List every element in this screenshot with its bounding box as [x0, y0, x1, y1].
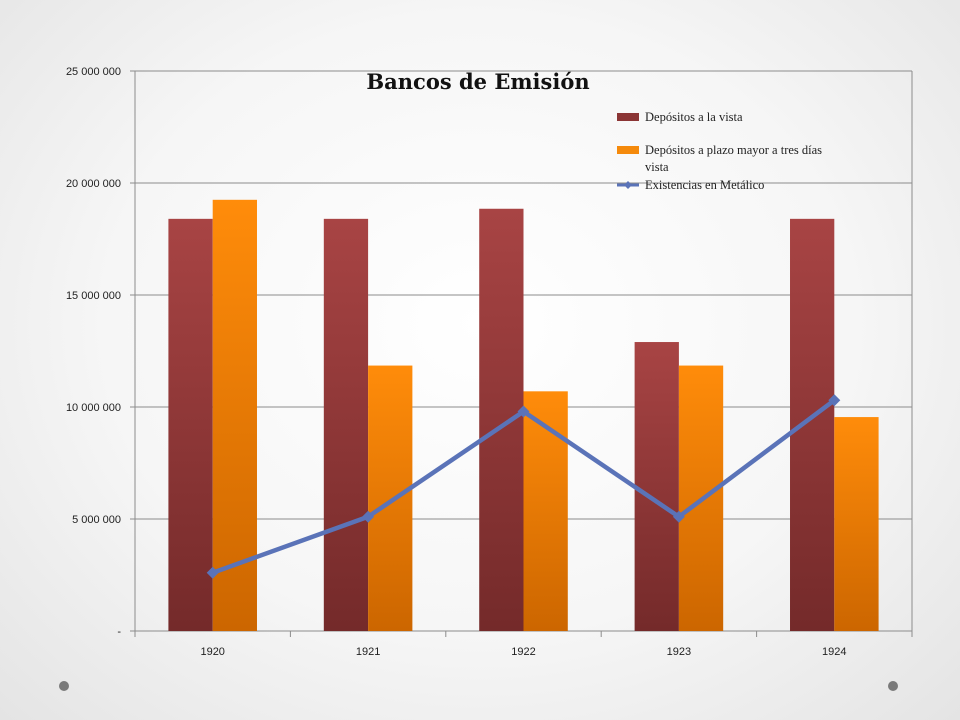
x-tick-label: 1924: [822, 646, 846, 658]
slide-nav-dot-right: [888, 681, 898, 691]
data-point: [206, 566, 219, 579]
legend-label: Depósitos a la vista: [645, 110, 743, 124]
data-point: [362, 510, 375, 523]
x-tick-label: 1923: [667, 646, 691, 658]
bars: [168, 199, 879, 632]
slide-nav-dot-left: [59, 681, 69, 691]
bar: [168, 218, 213, 631]
data-point: [517, 405, 530, 418]
bar: [790, 218, 835, 631]
legend-marker: [624, 181, 632, 189]
legend-swatch: [617, 146, 639, 154]
bar: [834, 417, 879, 631]
bar: [368, 365, 413, 631]
y-axis: - 5 000 000 10 000 000 15 000 000 20 000 000…: [66, 66, 913, 638]
bar: [323, 218, 369, 631]
y-tick-label: 5 000 000: [72, 514, 121, 526]
bar: [523, 391, 568, 631]
bar: [634, 342, 679, 631]
y-tick-label: 20 000 000: [66, 178, 121, 190]
x-axis: 1920 1921 1922 1923 1924: [134, 630, 913, 658]
x-tick-label: 1920: [200, 646, 224, 658]
x-tick-label: 1921: [356, 646, 380, 658]
y-tick-label: -: [117, 626, 121, 638]
data-point: [828, 394, 841, 407]
y-tick-label: 25 000 000: [66, 66, 121, 78]
legend: Depósitos a la vista Depósitos a plazo ma…: [617, 110, 822, 192]
data-point: [672, 510, 685, 523]
line-series: [206, 394, 841, 579]
chart-title: Bancos de Emisión: [366, 69, 589, 94]
legend-swatch: [617, 113, 639, 121]
x-tick-label: 1922: [511, 646, 535, 658]
bar: [479, 208, 524, 631]
y-tick-label: 10 000 000: [66, 402, 121, 414]
y-tick-label: 15 000 000: [66, 290, 121, 302]
legend-label: Depósitos a plazo mayor a tres días vista: [645, 143, 822, 174]
legend-label: Existencias en Metálico: [645, 178, 764, 192]
